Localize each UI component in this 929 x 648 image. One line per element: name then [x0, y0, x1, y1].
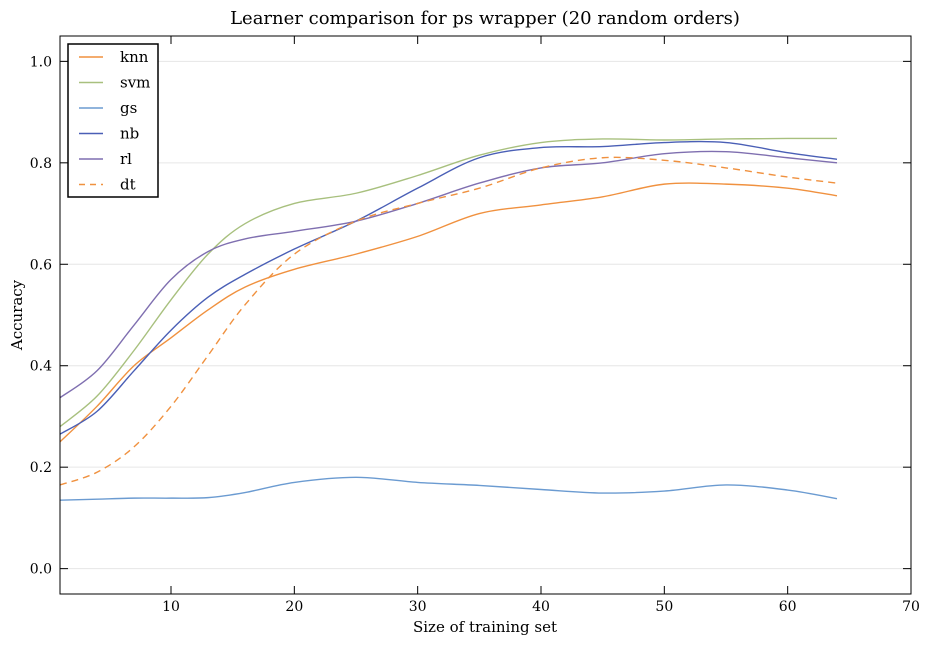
- x-axis-label: Size of training set: [413, 618, 557, 636]
- x-tick-label: 40: [532, 599, 550, 615]
- x-tick-label: 60: [779, 599, 797, 615]
- legend-label: rl: [120, 150, 132, 168]
- series-line-gs: [59, 476, 838, 501]
- y-tick-label: 0.6: [30, 257, 52, 273]
- series-line-knn: [59, 182, 838, 443]
- x-tick-label: 10: [162, 599, 180, 615]
- y-tick-label: 0.2: [30, 460, 52, 476]
- legend-label: knn: [120, 48, 149, 66]
- y-tick-label: 1.0: [30, 54, 52, 70]
- x-tick-label: 20: [285, 599, 303, 615]
- legend-label: nb: [120, 125, 139, 143]
- x-tick-label: 50: [655, 599, 673, 615]
- ticks: 0.0 0.2 0.4 0.6 0.8 1.0 10 20 30 40 50 60 70: [30, 36, 920, 615]
- y-tick-label: 0.4: [30, 359, 52, 375]
- y-tick-label: 0.8: [30, 156, 52, 172]
- legend-label: dt: [120, 176, 136, 194]
- series-line-svm: [59, 137, 838, 428]
- x-tick-label: 70: [902, 599, 920, 615]
- legend-label: gs: [120, 99, 137, 117]
- y-tick-label: 0.0: [30, 562, 52, 578]
- x-tick-label: 30: [409, 599, 427, 615]
- series-line-nb: [59, 140, 838, 435]
- series-line-dt: [59, 156, 838, 486]
- series-lines: [59, 137, 838, 501]
- legend: knn svm gs nb rl dt: [67, 43, 159, 198]
- grid: [60, 60, 911, 570]
- legend-label: svm: [120, 74, 150, 92]
- series-line-rl: [59, 150, 838, 399]
- y-axis-label: Accuracy: [8, 279, 26, 351]
- plot-frame: [59, 35, 912, 595]
- chart-title: Learner comparison for ps wrapper (20 ra…: [230, 8, 740, 29]
- legend-box: [67, 43, 159, 198]
